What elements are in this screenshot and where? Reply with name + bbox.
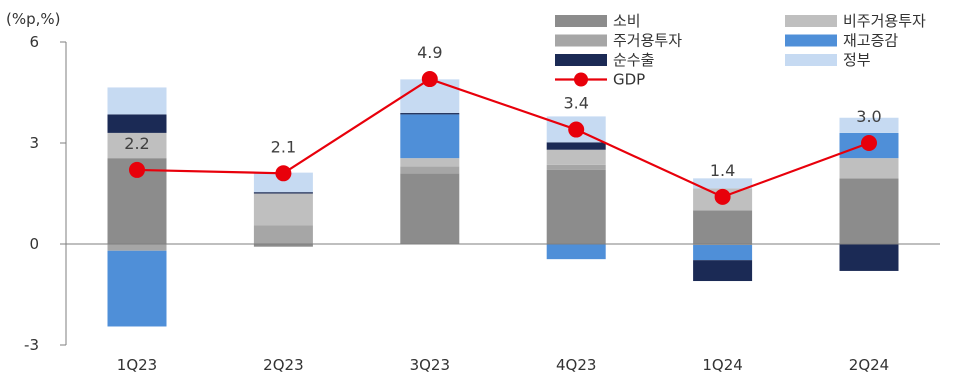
bar-segment [107,114,167,133]
gdp-line-layer: 2.2 2.1 4.9 3.4 1.4 3.0 [124,43,882,205]
bar-segment [546,142,606,150]
gdp-data-label: 1.4 [710,161,735,180]
bar-segment [107,132,167,159]
y-tick-label: 3 [29,134,39,152]
bar-segment [253,244,313,247]
legend-swatch [555,34,607,47]
y-axis: 6 3 0 -3 [24,33,67,354]
x-tick-label: 3Q23 [410,356,450,374]
bar-segment [546,149,606,165]
bar-segment [107,244,167,251]
legend-label: 순수출 [613,51,654,69]
y-axis-unit-label: (%p,%) [6,10,61,28]
bar-segment [546,244,606,260]
legend-swatch [785,15,837,27]
x-tick-label: 2Q23 [263,356,303,374]
bar-segment [253,172,313,193]
bar-segment [253,193,313,226]
bar-segment [253,225,313,244]
bar-segment [253,192,313,194]
legend-label: 재고증감 [843,32,898,50]
y-tick-label: 6 [29,33,39,51]
y-tick-label: -3 [24,336,39,354]
gdp-data-label: 3.4 [563,94,588,113]
bar-segment [546,164,606,170]
gdp-point [129,161,145,178]
legend-marker-gdp [574,72,588,87]
legend-label: 소비 [613,12,641,30]
legend-label: 주거용투자 [613,32,682,50]
y-tick-label: 0 [29,235,39,253]
bar-segment [693,210,753,244]
gdp-data-label: 2.1 [271,137,296,156]
bar-segment [693,178,753,189]
gdp-point [568,121,585,138]
legend-swatch [785,34,837,47]
x-tick-label: 2Q24 [849,356,889,374]
x-axis: 1Q23 2Q23 3Q23 4Q23 1Q24 2Q24 [117,356,889,374]
gdp-point [421,71,438,88]
bar-segment [693,244,753,246]
legend-swatch [555,54,607,66]
legend-label: GDP [613,71,645,89]
bar-segment [107,250,167,327]
legend-swatch [555,15,607,27]
bar-segment [400,166,460,174]
legend-label: 비주거용투자 [843,12,926,30]
x-tick-label: 1Q24 [702,356,742,374]
gdp-data-label: 3.0 [856,107,881,126]
gdp-point [275,165,292,182]
bar-segment [107,87,167,115]
x-tick-label: 4Q23 [556,356,596,374]
gdp-data-label: 4.9 [417,43,442,62]
bar-segment [693,245,753,261]
x-tick-label: 1Q23 [117,356,157,374]
bar-segment [839,117,899,133]
legend-swatch [785,54,837,66]
bar-segment [839,244,899,271]
bar-segment [400,158,460,167]
bar-layer [107,79,899,327]
bar-segment [400,173,460,244]
bar-segment [546,169,606,244]
bar-segment [693,260,753,282]
legend-label: 정부 [843,51,871,69]
gdp-line [136,77,870,199]
bar-segment [400,114,460,159]
bar-segment [839,178,899,244]
bar-segment [839,158,899,179]
gdp-point [714,188,731,205]
gdp-point [861,135,877,151]
bar-segment [400,113,460,115]
gdp-data-label: 2.2 [124,134,149,153]
